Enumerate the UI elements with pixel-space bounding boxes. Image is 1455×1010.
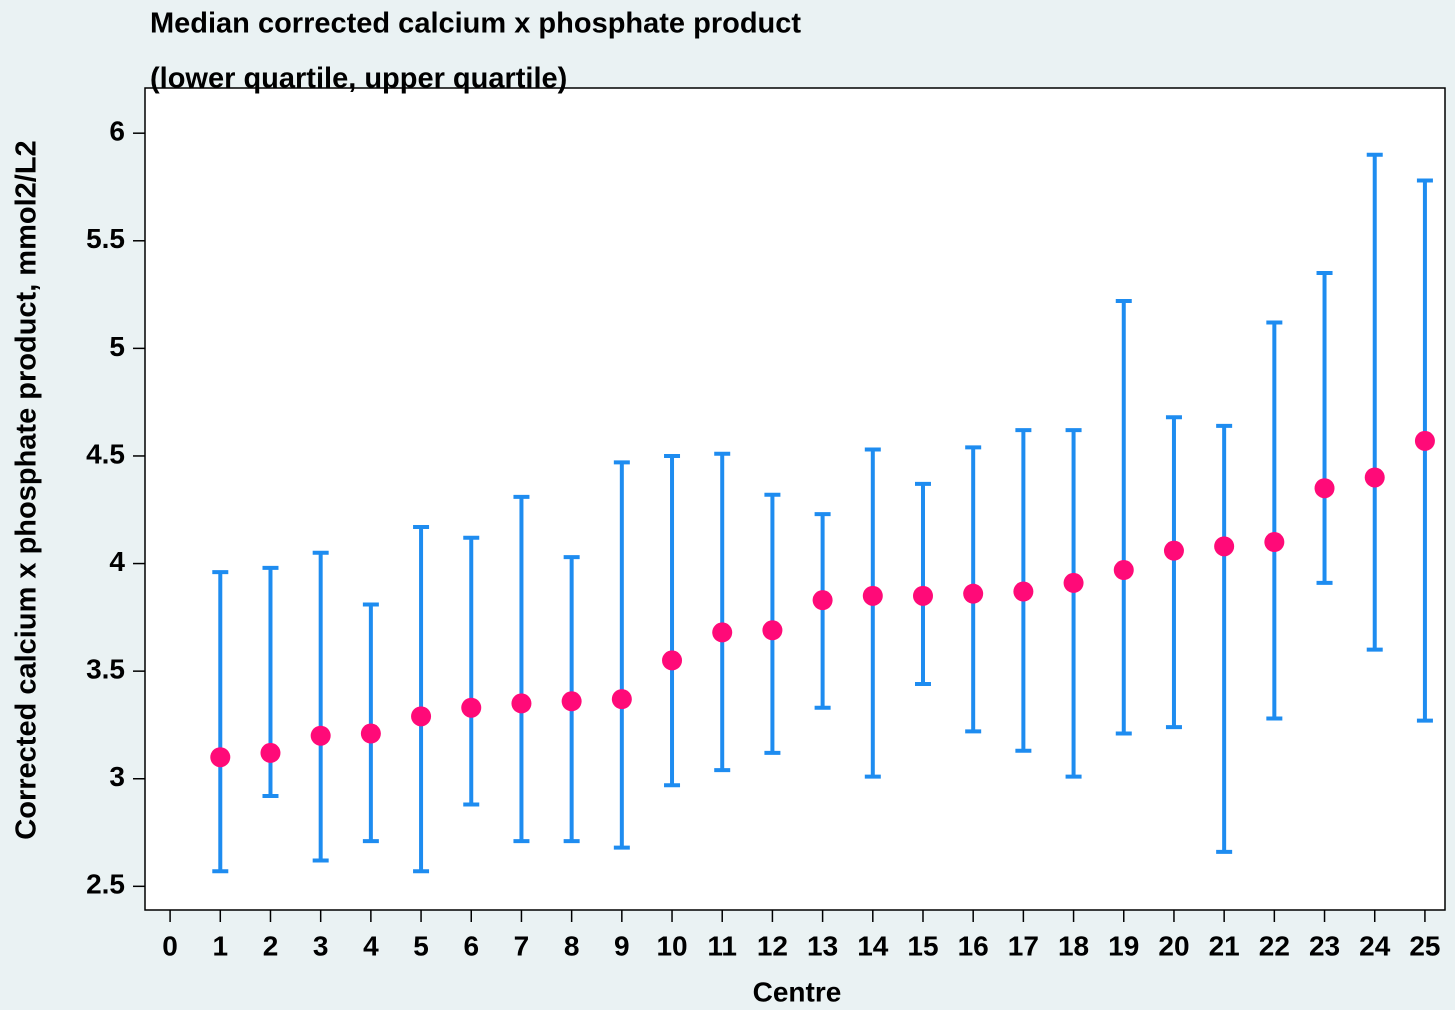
x-tick-label: 11 xyxy=(707,930,737,961)
y-axis-label: Corrected calcium x phosphate product, m… xyxy=(11,140,43,839)
y-tick-label: 6 xyxy=(109,116,125,147)
chart-subtitle: (lower quartile, upper quartile) xyxy=(150,63,567,95)
median-point xyxy=(662,650,683,671)
y-tick-label: 3.5 xyxy=(86,654,125,685)
x-tick-label: 4 xyxy=(363,930,379,961)
x-tick-label: 17 xyxy=(1008,930,1039,961)
median-point xyxy=(1264,532,1285,553)
x-axis-label: Centre xyxy=(753,976,842,1007)
median-point xyxy=(812,590,833,611)
x-tick-label: 0 xyxy=(162,930,178,961)
median-point xyxy=(561,691,582,712)
y-tick-label: 2.5 xyxy=(86,869,125,900)
median-point xyxy=(210,747,231,768)
x-tick-label: 21 xyxy=(1209,930,1240,961)
x-tick-label: 3 xyxy=(313,930,329,961)
x-tick-label: 9 xyxy=(614,930,630,961)
median-point xyxy=(1113,560,1134,581)
median-point xyxy=(1314,478,1335,499)
y-tick-label: 5.5 xyxy=(86,223,125,254)
median-point xyxy=(1364,467,1385,488)
x-tick-label: 15 xyxy=(907,930,938,961)
median-point xyxy=(411,706,432,727)
median-point xyxy=(360,723,381,744)
y-tick-label: 3 xyxy=(109,761,125,792)
x-tick-label: 18 xyxy=(1058,930,1089,961)
x-tick-label: 7 xyxy=(514,930,530,961)
chart-title: Median corrected calcium x phosphate pro… xyxy=(150,8,801,40)
median-point xyxy=(1414,430,1435,451)
y-tick-label: 5 xyxy=(109,331,125,362)
median-point xyxy=(461,697,482,718)
median-point xyxy=(511,693,532,714)
median-point xyxy=(1163,540,1184,561)
median-point xyxy=(912,585,933,606)
x-tick-label: 19 xyxy=(1108,930,1139,961)
x-tick-label: 5 xyxy=(413,930,429,961)
x-tick-label: 25 xyxy=(1409,930,1440,961)
x-tick-label: 24 xyxy=(1359,930,1391,961)
x-tick-label: 23 xyxy=(1309,930,1340,961)
median-point xyxy=(260,742,281,763)
x-tick-label: 13 xyxy=(807,930,838,961)
x-tick-label: 1 xyxy=(213,930,229,961)
median-point xyxy=(611,689,632,710)
y-tick-label: 4 xyxy=(109,546,125,577)
x-tick-label: 14 xyxy=(857,930,889,961)
x-tick-label: 20 xyxy=(1158,930,1189,961)
x-tick-label: 22 xyxy=(1259,930,1290,961)
x-tick-label: 12 xyxy=(757,930,788,961)
median-point xyxy=(862,585,883,606)
median-point xyxy=(963,583,984,604)
x-tick-label: 10 xyxy=(656,930,687,961)
x-tick-label: 8 xyxy=(564,930,580,961)
median-point xyxy=(762,620,783,641)
median-point xyxy=(712,622,733,643)
x-tick-label: 2 xyxy=(263,930,279,961)
x-tick-label: 16 xyxy=(958,930,989,961)
median-point xyxy=(310,725,331,746)
y-tick-label: 4.5 xyxy=(86,438,125,469)
median-point xyxy=(1214,536,1235,557)
median-point xyxy=(1063,572,1084,593)
median-point xyxy=(1013,581,1034,602)
x-tick-label: 6 xyxy=(463,930,479,961)
plot-area xyxy=(144,87,1446,911)
